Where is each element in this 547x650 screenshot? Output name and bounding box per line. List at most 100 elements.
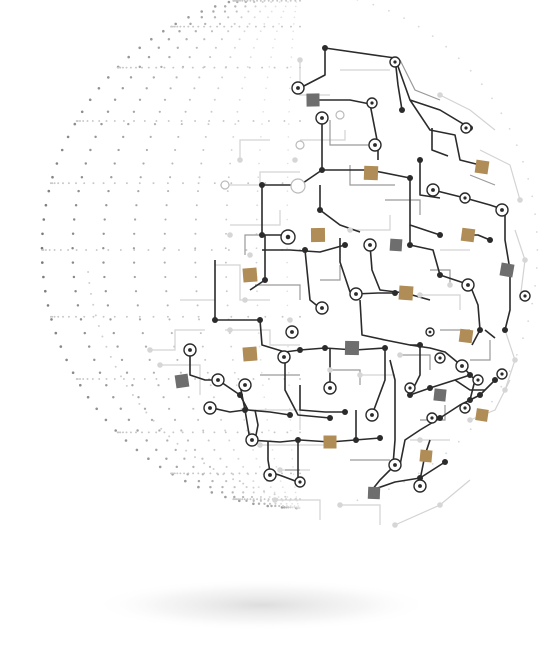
sphere-dot bbox=[87, 345, 91, 348]
sphere-dot bbox=[168, 318, 171, 321]
sphere-dot bbox=[286, 190, 289, 192]
sphere-dot bbox=[254, 5, 257, 8]
sphere-dot bbox=[71, 246, 74, 250]
sphere-dot bbox=[207, 123, 210, 126]
sphere-dot bbox=[97, 87, 101, 90]
sphere-dot bbox=[293, 505, 296, 507]
sphere-dot bbox=[44, 203, 48, 207]
sphere-dot bbox=[245, 486, 248, 489]
sphere-dot bbox=[291, 457, 294, 460]
sphere-dot bbox=[181, 431, 184, 434]
sphere-dot bbox=[259, 498, 262, 501]
sphere-dot bbox=[230, 472, 233, 475]
sphere-dot bbox=[68, 315, 70, 318]
circuit-node bbox=[377, 435, 383, 441]
sphere-dot bbox=[73, 122, 77, 126]
sphere-dot bbox=[137, 396, 140, 399]
sphere-dot bbox=[527, 320, 530, 322]
sphere-dot bbox=[166, 304, 169, 307]
sphere-dot bbox=[274, 504, 277, 508]
sphere-dot bbox=[201, 345, 204, 348]
sphere-dot bbox=[172, 472, 174, 475]
sphere-dot bbox=[51, 175, 54, 179]
sphere-dot bbox=[237, 120, 240, 122]
mid-circuit-traces bbox=[244, 59, 496, 471]
sphere-dot bbox=[80, 110, 84, 114]
sphere-dot bbox=[152, 76, 155, 79]
sphere-dot bbox=[267, 0, 270, 2]
sphere-dot bbox=[295, 496, 298, 498]
sphere-dot bbox=[242, 465, 245, 468]
sphere-dot bbox=[245, 499, 248, 503]
sphere-dot bbox=[403, 481, 405, 483]
sphere-dot bbox=[92, 182, 95, 185]
sphere-dot bbox=[216, 472, 219, 475]
circuit-node bbox=[322, 45, 328, 51]
sphere-dot bbox=[233, 495, 236, 499]
sphere-dot bbox=[105, 204, 108, 207]
sphere-dot bbox=[197, 479, 201, 483]
sphere-dot bbox=[143, 120, 146, 122]
sphere-dot bbox=[135, 448, 139, 452]
sphere-dot bbox=[535, 267, 538, 269]
sphere-dot bbox=[123, 120, 125, 122]
sphere-dot bbox=[263, 498, 266, 501]
sphere-dot bbox=[195, 204, 198, 207]
sphere-dot bbox=[138, 318, 142, 321]
circuit-node bbox=[512, 357, 518, 363]
ring-connector bbox=[290, 178, 306, 194]
ring-connector-core bbox=[500, 208, 504, 212]
sphere-dot bbox=[224, 429, 227, 432]
circuit-node bbox=[467, 417, 473, 423]
gray-chip bbox=[344, 340, 360, 356]
sphere-dot bbox=[187, 25, 190, 28]
sphere-dot bbox=[241, 498, 244, 501]
sphere-dot bbox=[227, 0, 231, 4]
sphere-dot bbox=[104, 418, 108, 422]
sphere-dot bbox=[249, 498, 252, 501]
circuit-node bbox=[407, 175, 413, 181]
sphere-dot bbox=[276, 0, 279, 2]
sphere-dot bbox=[289, 419, 292, 421]
ring-connector-core bbox=[298, 480, 302, 484]
sphere-dot bbox=[295, 5, 297, 8]
sphere-dot bbox=[149, 135, 152, 139]
sphere-dot bbox=[82, 120, 85, 122]
sphere-dot bbox=[144, 345, 148, 348]
ring-connector-core bbox=[320, 116, 324, 120]
sphere-dot bbox=[132, 261, 136, 264]
sphere-dot bbox=[112, 331, 115, 335]
sphere-dot bbox=[173, 418, 177, 422]
sphere-dot bbox=[201, 457, 204, 460]
sphere-dot bbox=[242, 482, 245, 485]
sphere-dot bbox=[162, 29, 165, 33]
sphere-dot bbox=[60, 148, 64, 152]
sphere-dot bbox=[258, 465, 261, 468]
circuit-node bbox=[522, 257, 528, 263]
sphere-dot bbox=[209, 485, 212, 489]
sphere-dot bbox=[125, 384, 128, 387]
sphere-dot bbox=[288, 99, 291, 101]
sphere-dot bbox=[194, 249, 197, 251]
circuit-node bbox=[257, 317, 263, 323]
sphere-dot bbox=[114, 429, 117, 432]
sphere-dot bbox=[204, 358, 207, 361]
sphere-dot bbox=[94, 314, 97, 317]
sphere-dot bbox=[220, 418, 223, 421]
sphere-dot bbox=[261, 0, 264, 4]
sphere-dot bbox=[225, 465, 228, 468]
sphere-dot bbox=[228, 439, 231, 442]
sphere-dot bbox=[51, 182, 54, 185]
sphere-dot bbox=[274, 38, 276, 41]
sphere-dot bbox=[234, 0, 237, 2]
sphere-dot bbox=[299, 431, 301, 434]
sphere-dot bbox=[214, 46, 217, 49]
sphere-dot bbox=[183, 457, 186, 460]
circuit-node bbox=[427, 385, 433, 391]
sphere-dot bbox=[291, 449, 293, 451]
sphere-dot bbox=[287, 506, 290, 509]
sphere-dot bbox=[290, 429, 292, 432]
sphere-dot bbox=[174, 148, 177, 152]
gray-chip bbox=[499, 262, 515, 278]
circuit-node bbox=[353, 437, 359, 443]
